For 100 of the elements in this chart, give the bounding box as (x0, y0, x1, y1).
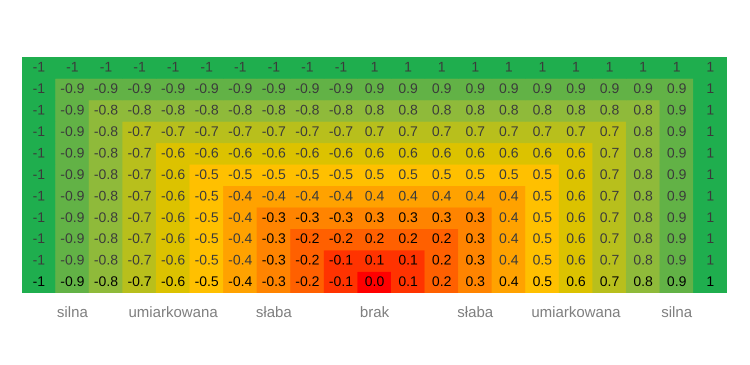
data-label: -0.6 (161, 187, 186, 204)
data-label: -1 (133, 58, 146, 75)
data-label: 0.9 (666, 80, 687, 96)
data-label: -0.7 (295, 122, 320, 139)
data-label: 0.0 (364, 273, 384, 290)
data-label: 1 (672, 58, 681, 75)
x-tick-label: silna (56, 304, 88, 322)
data-label: 1 (706, 230, 714, 246)
data-label: 0.8 (398, 101, 418, 118)
data-label: 0.2 (364, 230, 384, 246)
data-label: 0.9 (666, 101, 687, 118)
data-label: -0.3 (328, 208, 354, 225)
data-label: -1 (32, 230, 46, 246)
data-label: -0.7 (127, 273, 152, 290)
x-tick-label: słaba (457, 304, 494, 322)
data-label: 0.8 (633, 166, 654, 182)
data-label: 0.7 (600, 144, 620, 160)
data-label: 0.3 (432, 208, 452, 225)
data-label: 0.6 (566, 230, 586, 246)
data-label: -0.5 (194, 166, 219, 182)
data-label: 1 (370, 58, 379, 75)
data-label: 0.6 (566, 144, 586, 160)
data-label: -0.9 (60, 80, 85, 96)
data-label: 1 (438, 58, 446, 75)
data-label: 0.9 (666, 230, 687, 246)
data-label: -0.6 (161, 252, 186, 268)
data-label: -0.7 (127, 166, 152, 182)
data-label: -0.9 (60, 208, 85, 225)
data-label: -0.8 (94, 122, 118, 139)
data-label: 0.1 (364, 252, 384, 268)
data-label: -0.8 (127, 101, 152, 118)
data-label: 1 (706, 80, 714, 96)
data-label: -0.9 (161, 80, 186, 96)
data-label: 0.6 (432, 144, 452, 160)
data-label: -0.7 (127, 187, 152, 204)
data-label: 0.9 (666, 252, 687, 268)
data-label: 0.7 (600, 208, 620, 225)
data-label: -0.8 (194, 101, 219, 118)
data-label: 0.5 (532, 208, 552, 225)
data-label: -1 (32, 252, 46, 268)
data-label: 0.5 (532, 273, 552, 290)
data-label: 0.7 (432, 122, 452, 139)
data-label: 0.7 (600, 252, 620, 268)
data-label: -0.7 (127, 144, 152, 160)
data-label: 0.8 (364, 101, 384, 118)
data-label: -0.5 (194, 208, 219, 225)
data-label: 0.8 (633, 122, 654, 139)
data-label: -0.3 (262, 252, 286, 268)
data-label: 1 (706, 58, 714, 75)
data-label: 0.9 (566, 80, 586, 96)
data-label: 0.2 (432, 273, 452, 290)
data-label: -1 (32, 208, 46, 225)
data-label: -0.7 (194, 122, 219, 139)
data-label: -0.2 (295, 252, 320, 268)
data-label: 0.5 (364, 166, 384, 182)
data-label: 0.9 (465, 80, 486, 96)
data-label: -1 (32, 187, 46, 204)
data-label: -0.5 (295, 166, 320, 182)
data-label: 0.3 (398, 208, 418, 225)
data-label: 0.4 (499, 208, 519, 225)
data-label: -0.8 (94, 101, 118, 118)
data-label: -0.9 (60, 187, 85, 204)
data-label: 0.5 (499, 166, 519, 182)
data-label: 0.7 (465, 122, 486, 139)
data-label: 0.4 (499, 230, 519, 246)
data-label: -0.3 (262, 208, 286, 225)
data-label: 0.4 (499, 252, 519, 268)
data-label: 0.9 (666, 166, 687, 182)
data-label: 1 (404, 58, 412, 75)
x-tick-label: silna (661, 304, 693, 322)
data-label: -1 (32, 101, 46, 118)
data-label: 0.1 (398, 273, 418, 290)
data-label: -0.2 (295, 273, 320, 290)
data-label: 0.9 (666, 144, 687, 160)
data-label: -0.7 (262, 122, 286, 139)
data-label: 0.7 (600, 273, 620, 290)
data-label: 0.9 (666, 273, 687, 290)
data-label: 0.8 (600, 101, 620, 118)
data-label: -0.8 (228, 101, 252, 118)
data-label: 0.5 (432, 166, 452, 182)
data-label: 1 (706, 187, 714, 204)
data-label: 0.8 (633, 208, 654, 225)
data-label: 0.4 (465, 187, 486, 204)
data-label: -0.6 (161, 230, 186, 246)
x-tick-label: umiarkowana (531, 304, 622, 322)
data-label: 0.2 (432, 252, 452, 268)
data-label: 1 (706, 122, 714, 139)
data-label: 0.6 (566, 208, 586, 225)
data-label: -0.3 (295, 208, 320, 225)
data-label: -0.3 (262, 273, 286, 290)
data-label: -0.8 (94, 166, 118, 182)
data-label: -0.5 (228, 166, 252, 182)
data-label: 0.4 (499, 187, 519, 204)
data-label: 0.8 (633, 144, 654, 160)
data-label: -1 (334, 58, 348, 75)
data-label: -0.4 (228, 187, 252, 204)
data-label: 0.5 (532, 230, 552, 246)
x-tick-label: brak (360, 304, 390, 322)
data-label: -0.6 (161, 273, 186, 290)
data-label: -0.4 (295, 187, 320, 204)
